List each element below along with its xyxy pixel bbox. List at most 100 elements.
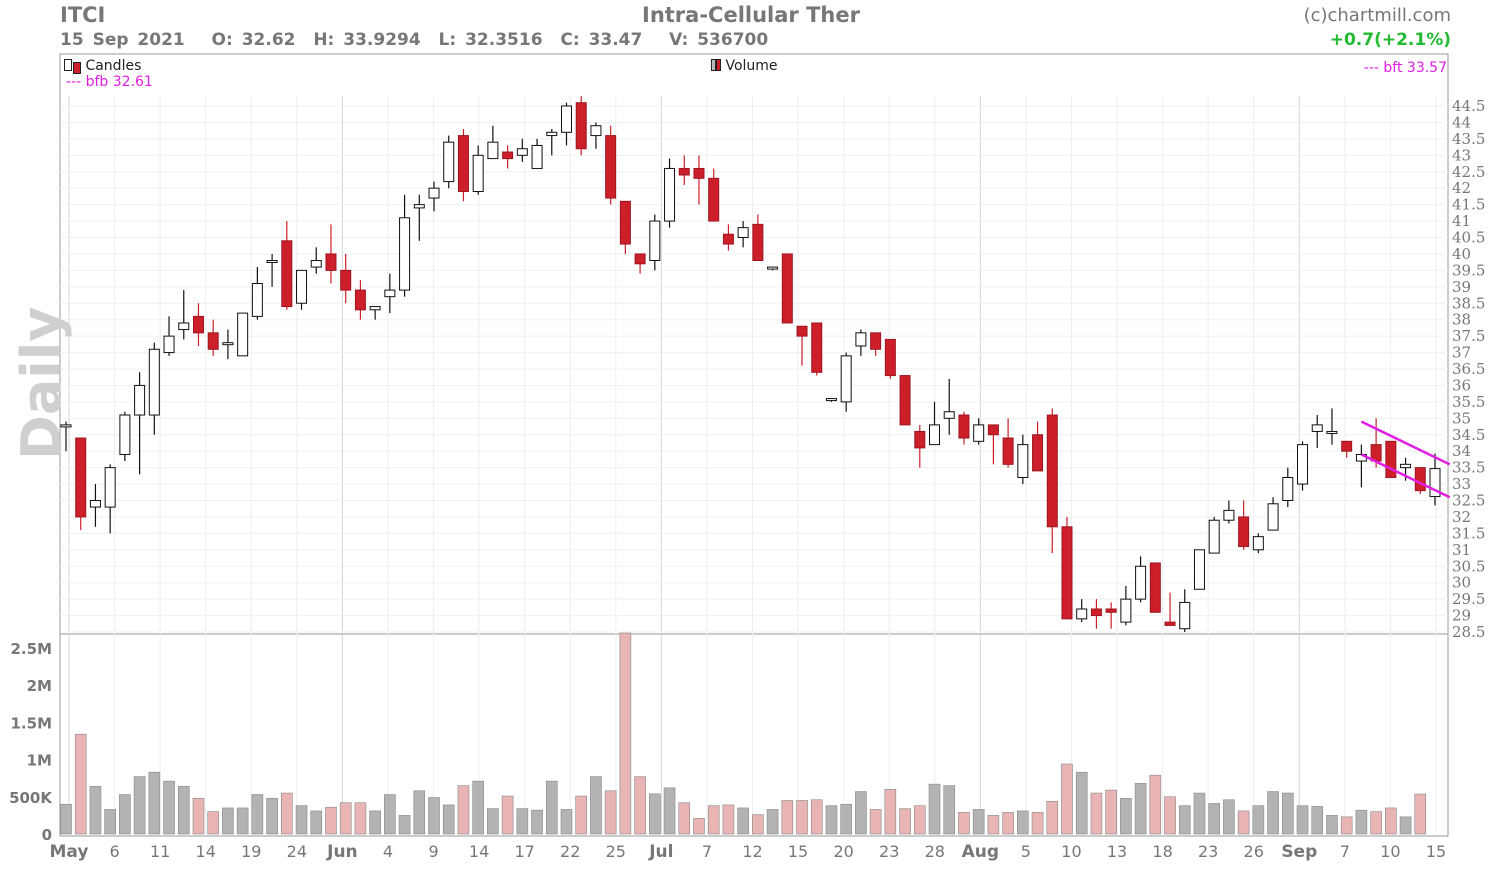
- volume-bar: [1178, 805, 1191, 835]
- volume-bar: [693, 818, 705, 835]
- candle: [840, 352, 852, 412]
- candle-body: [1252, 536, 1264, 551]
- candle: [1311, 415, 1323, 448]
- volume-bar: [619, 632, 632, 835]
- candle-body: [708, 177, 720, 222]
- x-tick-label: 22: [560, 842, 580, 861]
- candle: [752, 214, 764, 262]
- volume-bar: [560, 809, 573, 835]
- candle-body: [781, 253, 793, 324]
- volume-bar: [1208, 803, 1220, 835]
- volume-bar: [899, 808, 911, 835]
- candle-body: [1297, 444, 1309, 485]
- candle: [722, 224, 734, 251]
- volume-tick-label: 1.5M: [11, 714, 53, 732]
- volume-bar: [207, 811, 220, 835]
- x-tick-label: 20: [833, 842, 853, 861]
- volume-bar: [1326, 815, 1338, 835]
- candle-body: [487, 141, 499, 160]
- y-tick-label: 36: [1452, 376, 1471, 394]
- y-tick-label: 38: [1452, 311, 1471, 329]
- candle: [1208, 516, 1220, 554]
- candle: [413, 194, 425, 241]
- candle-body: [870, 332, 882, 350]
- quote-close: C: 33.47: [560, 30, 643, 50]
- candle: [457, 129, 469, 202]
- candle-body: [1311, 424, 1323, 432]
- candle: [340, 253, 352, 304]
- candle-body: [178, 322, 190, 331]
- volume-legend-label: Volume: [725, 58, 778, 74]
- candle-body: [60, 424, 72, 428]
- candle-body: [1400, 463, 1412, 469]
- x-tick-label: Jun: [326, 842, 358, 862]
- candle-body: [1002, 437, 1014, 465]
- candle-body: [605, 135, 617, 199]
- y-tick-label: 30.5: [1452, 557, 1485, 575]
- volume-bar: [1237, 810, 1250, 835]
- x-tick-label: 5: [1021, 842, 1031, 861]
- trendlines-layer: [1360, 420, 1451, 499]
- candle: [531, 138, 543, 169]
- x-tick-label: 6: [109, 842, 119, 861]
- x-tick-label: 23: [879, 842, 899, 861]
- candle: [737, 221, 749, 248]
- volume-panel-frame: [59, 633, 1449, 837]
- volume-bar: [1164, 796, 1176, 835]
- candle-body: [958, 414, 970, 439]
- candle: [605, 125, 617, 205]
- y-tick-label: 39.5: [1452, 261, 1485, 279]
- volume-bar: [516, 808, 529, 835]
- volume-bar: [913, 805, 926, 835]
- candle: [281, 221, 293, 310]
- candle: [1061, 516, 1073, 620]
- candle-body: [134, 384, 146, 416]
- volume-bar: [972, 809, 985, 835]
- candle: [1135, 556, 1147, 603]
- ticker-symbol: ITCI: [60, 3, 106, 27]
- candle-body: [502, 151, 514, 160]
- candle-body: [163, 335, 175, 354]
- x-tick-label: 4: [383, 842, 393, 861]
- candle: [943, 378, 955, 435]
- candle: [1252, 533, 1264, 554]
- candle-body: [973, 424, 985, 442]
- candle: [89, 484, 101, 527]
- candle: [973, 418, 985, 445]
- candle: [237, 312, 249, 357]
- volume-bar: [1385, 807, 1397, 835]
- candle-body: [1032, 434, 1044, 472]
- legend-bfb: --- bfb 32.61: [66, 74, 153, 90]
- candle: [664, 158, 676, 228]
- y-tick-label: 37: [1452, 344, 1471, 362]
- volume-bar: [487, 808, 499, 835]
- candle: [60, 421, 72, 452]
- x-tick-label: 15: [788, 842, 808, 861]
- volume-bar: [163, 780, 175, 835]
- y-tick-label: 35: [1452, 409, 1471, 427]
- candle: [870, 332, 882, 356]
- candle: [1429, 453, 1441, 506]
- candle-body: [1179, 601, 1191, 630]
- candle-body: [237, 312, 249, 357]
- volume-bar: [266, 797, 278, 835]
- candle: [178, 290, 190, 340]
- candle-body: [443, 141, 455, 183]
- candle-body: [1105, 608, 1117, 613]
- candle: [825, 398, 837, 402]
- candle-body: [89, 500, 101, 508]
- candle-body: [929, 424, 941, 446]
- period-watermark: Daily: [10, 306, 73, 460]
- y-tick-label: 41: [1452, 212, 1471, 230]
- volume-bar: [1090, 792, 1103, 835]
- y-tick-label: 34: [1452, 442, 1471, 460]
- candle-body: [1326, 430, 1338, 434]
- volume-bar: [810, 799, 823, 835]
- candle-body: [855, 332, 867, 347]
- candle: [325, 224, 337, 284]
- candle-body: [811, 322, 823, 373]
- volume-bar: [133, 776, 146, 835]
- x-tick-label: 15: [1426, 842, 1446, 861]
- candle-body: [104, 467, 116, 508]
- volume-bar: [1120, 797, 1132, 835]
